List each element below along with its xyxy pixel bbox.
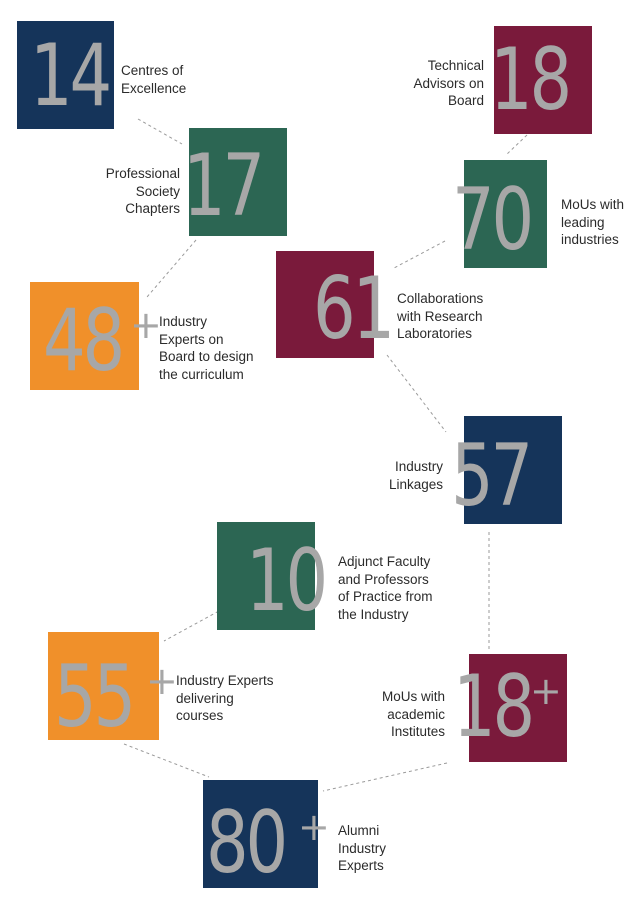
stat-number-mous-industries: 70 bbox=[452, 170, 534, 270]
connector-70-61 bbox=[393, 240, 446, 269]
connector-10-55 bbox=[163, 593, 251, 642]
stat-number-technical: 18 bbox=[490, 30, 572, 130]
stat-label-alumni: Alumni Industry Experts bbox=[338, 823, 387, 873]
connector-18plus-80 bbox=[322, 762, 448, 792]
stat-box-industry-curriculum bbox=[30, 282, 139, 390]
stat-label-mous-industries: MoUs with leading industries bbox=[561, 197, 625, 247]
stat-label-industry-curriculum: Industry Experts on Board to design the cur… bbox=[159, 314, 254, 382]
stat-number-centres: 14 bbox=[30, 26, 112, 126]
stat-box-linkages bbox=[464, 416, 562, 524]
stat-label-society: Professional Society Chapters bbox=[105, 166, 180, 216]
stat-plus-mous-academic: + bbox=[530, 669, 562, 713]
connector-61-57 bbox=[386, 354, 447, 433]
stat-plus-industry-curriculum: + bbox=[130, 303, 162, 347]
connector-14-17 bbox=[137, 118, 183, 145]
stat-number-alumni: 80 bbox=[206, 793, 288, 893]
stat-box-society bbox=[189, 128, 287, 236]
stat-number-collab: 61 bbox=[313, 259, 395, 359]
connector-55-80 bbox=[123, 743, 210, 778]
stat-box-centres bbox=[17, 21, 114, 129]
stat-label-industry-courses: Industry Experts delivering courses bbox=[176, 673, 274, 723]
connector-17-48 bbox=[146, 239, 197, 298]
stat-number-industry-courses: 55 bbox=[54, 647, 136, 747]
connector-18-70 bbox=[505, 134, 528, 156]
stat-label-adjunct: Adjunct Faculty and Professors of Practice… bbox=[338, 554, 433, 622]
stat-box-mous-academic bbox=[469, 654, 567, 762]
stat-box-industry-courses bbox=[48, 632, 159, 740]
stat-label-centres: Centres of Excellence bbox=[121, 63, 187, 96]
stat-label-mous-academic: MoUs with academic Institutes bbox=[381, 689, 445, 739]
stat-number-society: 17 bbox=[183, 136, 265, 236]
stat-plus-industry-courses: + bbox=[146, 659, 178, 703]
stat-number-industry-curriculum: 48 bbox=[43, 291, 125, 391]
stat-label-linkages: Industry Linkages bbox=[388, 459, 443, 492]
stat-plus-alumni: + bbox=[298, 805, 330, 849]
stat-box-mous-industries bbox=[464, 160, 547, 268]
stat-number-mous-academic: 18 bbox=[453, 657, 535, 757]
stat-box-adjunct bbox=[217, 522, 315, 630]
stat-box-collab bbox=[276, 251, 374, 358]
stat-box-technical bbox=[494, 26, 592, 134]
stat-label-collab: Collaborations with Research Laboratories bbox=[397, 291, 484, 341]
stat-number-adjunct: 10 bbox=[246, 531, 328, 631]
stat-box-alumni bbox=[203, 780, 318, 888]
stat-label-technical: Technical Advisors on Board bbox=[413, 58, 484, 108]
stat-number-linkages: 57 bbox=[451, 426, 533, 526]
